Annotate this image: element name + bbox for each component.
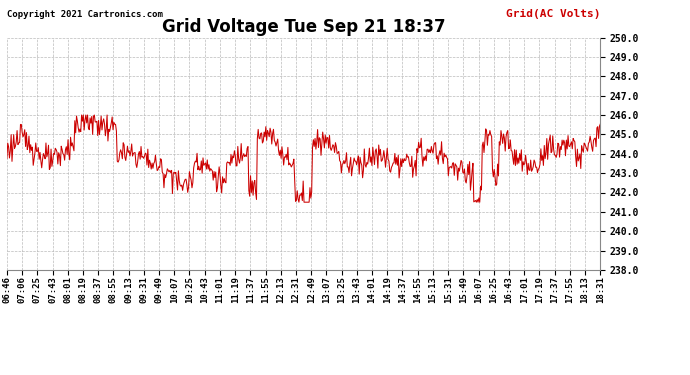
Title: Grid Voltage Tue Sep 21 18:37: Grid Voltage Tue Sep 21 18:37: [161, 18, 446, 36]
Text: Grid(AC Volts): Grid(AC Volts): [506, 9, 600, 19]
Text: Copyright 2021 Cartronics.com: Copyright 2021 Cartronics.com: [7, 10, 163, 19]
